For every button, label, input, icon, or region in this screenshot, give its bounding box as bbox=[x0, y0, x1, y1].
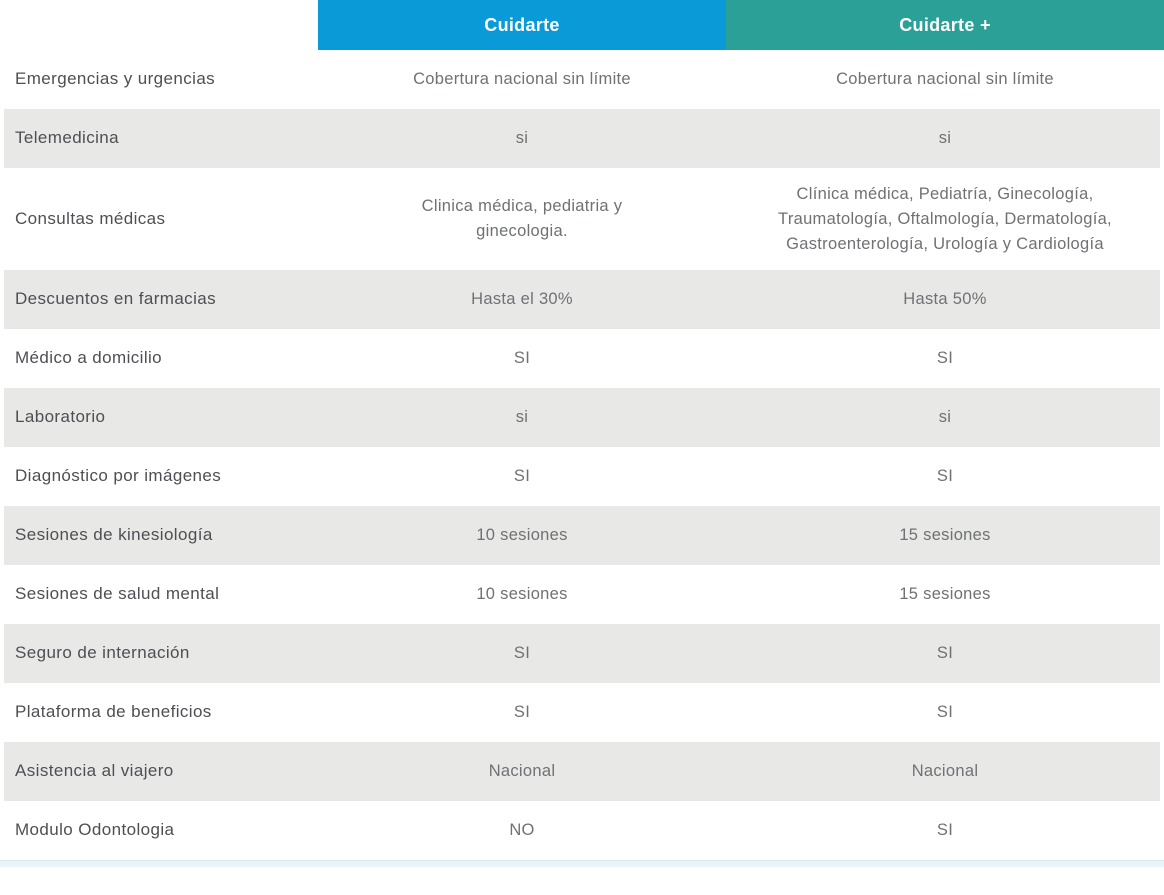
cuidarte-value: NO bbox=[509, 821, 535, 840]
table-body: Emergencias y urgencias Cobertura nacion… bbox=[0, 50, 1164, 860]
cuidarte-plus-value: si bbox=[938, 408, 952, 427]
cuidarte-plus-value: SI bbox=[936, 703, 954, 722]
feature-label: Plataforma de beneficios bbox=[15, 702, 212, 722]
bottom-strip bbox=[0, 860, 1164, 868]
feature-label: Laboratorio bbox=[15, 407, 106, 427]
feature-label: Médico a domicilio bbox=[15, 348, 163, 368]
table-row: Descuentos en farmacias Hasta el 30% Has… bbox=[0, 270, 1164, 330]
feature-label: Descuentos en farmacias bbox=[15, 289, 217, 309]
cuidarte-plus-value: SI bbox=[936, 349, 954, 368]
feature-label: Consultas médicas bbox=[15, 208, 166, 228]
cuidarte-value: Cobertura nacional sin límite bbox=[413, 70, 631, 89]
column-header-cuidarte-plus: Cuidarte + bbox=[726, 0, 1164, 50]
feature-label: Sesiones de kinesiología bbox=[15, 525, 213, 545]
table-row: Asistencia al viajero Nacional Nacional bbox=[0, 742, 1164, 802]
cuidarte-plus-value: Cobertura nacional sin límite bbox=[836, 70, 1054, 89]
cuidarte-value: SI bbox=[513, 644, 531, 663]
cuidarte-plus-value: SI bbox=[936, 644, 954, 663]
cuidarte-value: SI bbox=[513, 467, 531, 486]
feature-label: Emergencias y urgencias bbox=[15, 69, 216, 89]
table-row: Consultas médicas Clinica médica, pediat… bbox=[0, 168, 1164, 270]
cuidarte-plus-value: Hasta 50% bbox=[903, 290, 987, 309]
table-row: Seguro de internación SI SI bbox=[0, 624, 1164, 684]
feature-label: Modulo Odontologia bbox=[15, 820, 175, 840]
cuidarte-value: SI bbox=[513, 349, 531, 368]
table-header: Cuidarte Cuidarte + bbox=[0, 0, 1164, 50]
feature-label: Telemedicina bbox=[15, 128, 120, 148]
cuidarte-value: si bbox=[515, 129, 529, 148]
feature-label: Diagnóstico por imágenes bbox=[15, 466, 222, 486]
table-row: Médico a domicilio SI SI bbox=[0, 329, 1164, 388]
cuidarte-plus-value: SI bbox=[936, 467, 954, 486]
cuidarte-plus-value: 15 sesiones bbox=[899, 526, 991, 545]
header-spacer bbox=[0, 0, 318, 50]
cuidarte-value: Hasta el 30% bbox=[471, 290, 573, 309]
feature-label: Seguro de internación bbox=[15, 643, 190, 663]
cuidarte-plus-value: SI bbox=[936, 821, 954, 840]
table-row: Sesiones de kinesiología 10 sesiones 15 … bbox=[0, 506, 1164, 566]
table-row: Modulo Odontologia NO SI bbox=[0, 801, 1164, 860]
cuidarte-plus-value: Clínica médica, Pediatría, Ginecología, … bbox=[778, 185, 1112, 253]
cuidarte-value: 10 sesiones bbox=[476, 585, 568, 604]
cuidarte-value: 10 sesiones bbox=[476, 526, 568, 545]
cuidarte-plus-value: si bbox=[938, 129, 952, 148]
cuidarte-plus-value: 15 sesiones bbox=[899, 585, 991, 604]
table-row: Sesiones de salud mental 10 sesiones 15 … bbox=[0, 565, 1164, 624]
table-row: Plataforma de beneficios SI SI bbox=[0, 683, 1164, 742]
plan-comparison-table: Cuidarte Cuidarte + Emergencias y urgenc… bbox=[0, 0, 1164, 868]
table-row: Telemedicina si si bbox=[0, 109, 1164, 168]
feature-label: Sesiones de salud mental bbox=[15, 584, 220, 604]
cuidarte-plus-value: Nacional bbox=[911, 762, 979, 781]
cuidarte-value: Nacional bbox=[488, 762, 556, 781]
table-row: Laboratorio si si bbox=[0, 388, 1164, 448]
cuidarte-value: Clinica médica, pediatria y ginecologia. bbox=[421, 197, 623, 241]
table-row: Emergencias y urgencias Cobertura nacion… bbox=[0, 50, 1164, 109]
table-row: Diagnóstico por imágenes SI SI bbox=[0, 447, 1164, 506]
feature-label: Asistencia al viajero bbox=[15, 761, 174, 781]
column-header-cuidarte: Cuidarte bbox=[318, 0, 726, 50]
cuidarte-value: si bbox=[515, 408, 529, 427]
cuidarte-value: SI bbox=[513, 703, 531, 722]
